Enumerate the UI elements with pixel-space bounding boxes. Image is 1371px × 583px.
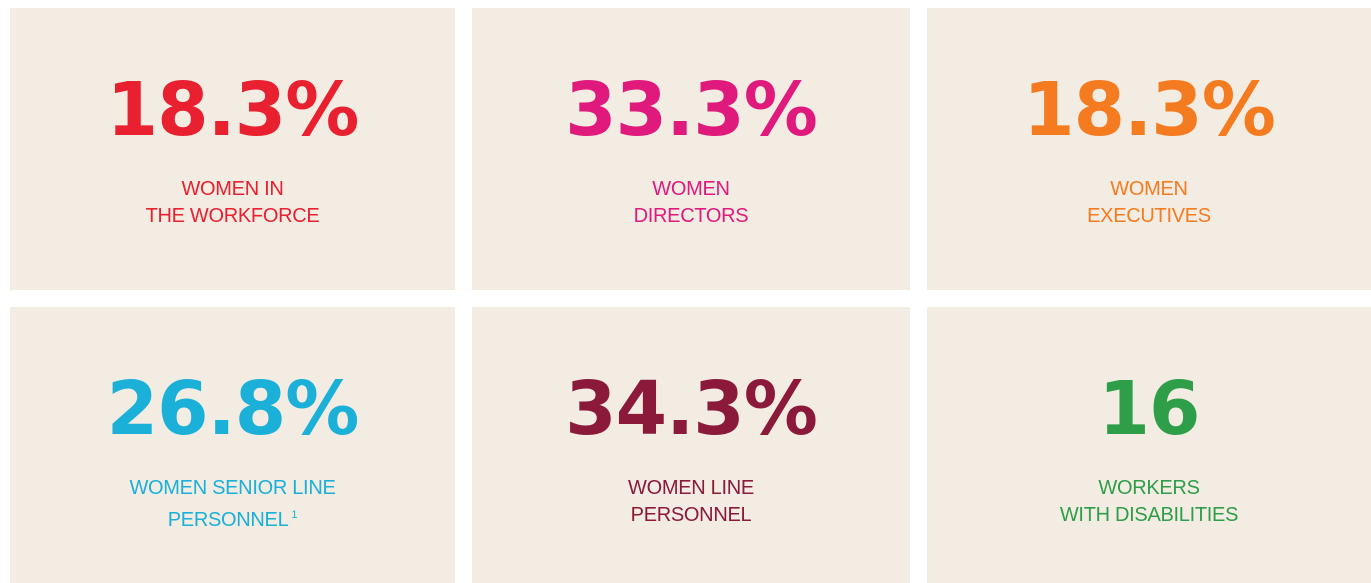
label-line: THE WORKFORCE: [145, 205, 320, 227]
label-line: WITH DISABILITIES: [1059, 504, 1239, 526]
stat-card: 34.3% WOMEN LINE PERSONNEL: [472, 307, 910, 583]
stat-value: 18.3%: [1023, 67, 1276, 153]
stat-value: 16: [1098, 366, 1201, 452]
stat-card: 33.3% WOMEN DIRECTORS: [472, 8, 910, 290]
stat-label: WOMEN LINE PERSONNEL: [472, 475, 910, 529]
label-line: WOMEN IN: [181, 178, 284, 200]
label-line: WOMEN: [1110, 178, 1188, 200]
stat-value: 26.8%: [106, 366, 360, 452]
stat-label: WORKERS WITH DISABILITIES: [927, 475, 1371, 529]
label-line: WOMEN: [652, 178, 730, 200]
stat-card: 26.8% WOMEN SENIOR LINE PERSONNEL 1: [10, 307, 455, 583]
label-line: PERSONNEL: [630, 504, 752, 526]
stat-label: WOMEN DIRECTORS: [472, 176, 910, 230]
label-line: WOMEN SENIOR LINE: [129, 477, 336, 499]
label-line: PERSONNEL 1: [167, 509, 298, 531]
stat-label: WOMEN SENIOR LINE PERSONNEL 1: [10, 475, 455, 534]
label-line: WORKERS: [1098, 477, 1200, 499]
stat-value: 34.3%: [565, 366, 818, 452]
label-line: EXECUTIVES: [1087, 205, 1211, 227]
stat-card: 18.3% WOMEN IN THE WORKFORCE: [10, 8, 455, 290]
stat-card: 16 WORKERS WITH DISABILITIES: [927, 307, 1371, 583]
stat-value: 33.3%: [565, 67, 818, 153]
label-line: DIRECTORS: [633, 205, 749, 227]
footnote-mark: 1: [291, 509, 298, 521]
stat-label: WOMEN IN THE WORKFORCE: [10, 176, 455, 230]
stat-value: 18.3%: [106, 67, 360, 153]
stat-label: WOMEN EXECUTIVES: [927, 176, 1371, 230]
label-line: WOMEN LINE: [628, 477, 754, 499]
stat-card: 18.3% WOMEN EXECUTIVES: [927, 8, 1371, 290]
